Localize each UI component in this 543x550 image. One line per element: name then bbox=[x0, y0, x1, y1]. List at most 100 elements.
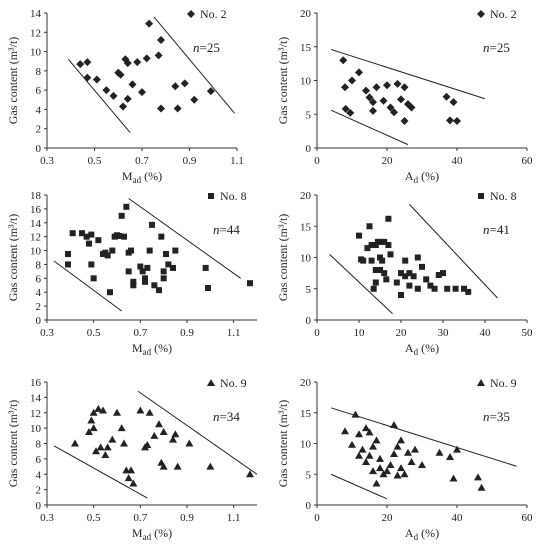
y-tick-label: 20 bbox=[300, 8, 312, 20]
data-point-21 bbox=[123, 203, 130, 210]
y-tick-label: 16 bbox=[30, 204, 42, 216]
data-point-35 bbox=[474, 473, 482, 481]
data-point-9 bbox=[369, 98, 377, 107]
data-point-5 bbox=[366, 223, 373, 230]
data-point-30 bbox=[171, 430, 180, 438]
y-tick-label: 16 bbox=[30, 377, 42, 389]
x-tick-label: 0.3 bbox=[40, 155, 54, 167]
data-point-38 bbox=[440, 270, 446, 277]
data-point-23 bbox=[393, 471, 402, 479]
data-point-31 bbox=[144, 264, 151, 271]
data-point-3 bbox=[351, 410, 360, 418]
x-tick-label: 10 bbox=[354, 327, 366, 339]
y-tick-label: 10 bbox=[300, 439, 312, 451]
data-point-1 bbox=[339, 56, 348, 65]
data-point-15 bbox=[120, 439, 128, 447]
y-axis-title: Gas content (m³/t) bbox=[276, 400, 290, 488]
chart-panel-1: 0 2 4 6 8 10 12 14 0.3 0.5 0.7 0.9 1.1 Mad (%) Gas con… bbox=[6, 7, 244, 185]
boundary-line-2 bbox=[153, 16, 236, 114]
data-point-3 bbox=[360, 257, 367, 264]
data-point-39 bbox=[163, 251, 169, 258]
data-point-17 bbox=[145, 19, 154, 28]
data-point-7 bbox=[88, 231, 95, 238]
x-tick-label: 0.9 bbox=[183, 155, 197, 167]
data-point-15 bbox=[377, 254, 383, 261]
y-tick-label: 0 bbox=[36, 143, 42, 155]
x-tick-label: 0.7 bbox=[133, 327, 147, 339]
boundary-line-1 bbox=[330, 48, 486, 100]
y-tick-label: 12 bbox=[30, 232, 41, 244]
data-point-24 bbox=[397, 464, 405, 472]
data-point-34 bbox=[151, 282, 158, 289]
data-point-25 bbox=[397, 436, 405, 444]
data-point-24 bbox=[449, 98, 458, 107]
data-point-43 bbox=[202, 264, 209, 271]
data-point-7 bbox=[368, 242, 375, 248]
data-point-29 bbox=[142, 275, 148, 282]
x-tick-label: 0 bbox=[314, 155, 320, 167]
data-point-8 bbox=[96, 443, 105, 451]
x-tick-label: 0 bbox=[314, 512, 320, 524]
sample-count-label: n=25 bbox=[193, 40, 220, 55]
y-axis-title: Gas content (m³/t) bbox=[276, 214, 290, 302]
data-point-22 bbox=[143, 441, 152, 449]
data-point-30 bbox=[418, 461, 426, 469]
data-point-36 bbox=[477, 483, 486, 491]
data-point-24 bbox=[190, 95, 199, 104]
data-point-6 bbox=[86, 240, 92, 247]
x-tick-label: 1.1 bbox=[230, 155, 244, 167]
data-point-2 bbox=[83, 58, 92, 67]
x-tick-label: 60 bbox=[522, 512, 534, 524]
data-point-34 bbox=[423, 276, 430, 283]
data-point-16 bbox=[142, 54, 151, 63]
data-point-33 bbox=[449, 474, 458, 482]
y-tick-label: 15 bbox=[300, 42, 312, 54]
data-point-11 bbox=[123, 59, 132, 68]
data-point-21 bbox=[407, 103, 416, 112]
chart-panel-2: 0 5 10 15 20 0 20 40 60 Ad (%) Gas content (m³/t) N… bbox=[276, 7, 533, 185]
data-point-38 bbox=[160, 275, 167, 282]
data-point-25 bbox=[453, 117, 461, 125]
data-point-9 bbox=[99, 406, 107, 414]
y-tick-label: 18 bbox=[30, 190, 42, 202]
data-point-33 bbox=[419, 263, 425, 270]
data-point-12 bbox=[369, 442, 377, 450]
data-point-10 bbox=[101, 451, 110, 459]
data-point-29 bbox=[411, 445, 419, 453]
y-tick-label: 10 bbox=[300, 76, 312, 88]
y-tick-label: 15 bbox=[300, 221, 312, 233]
data-point-25 bbox=[206, 87, 215, 96]
x-tick-label: 1.1 bbox=[227, 512, 241, 524]
data-point-23 bbox=[145, 408, 154, 416]
data-point-13 bbox=[383, 81, 391, 90]
data-point-4 bbox=[355, 430, 363, 438]
data-point-42 bbox=[465, 288, 472, 295]
data-point-22 bbox=[173, 104, 182, 113]
data-point-26 bbox=[130, 278, 137, 285]
legend-label: No. 8 bbox=[220, 189, 247, 203]
chart-panel-5: 0 2 4 6 8 10 12 14 16 0.3 0.5 0.7 0.9 1.1 Mad (%) Gas c… bbox=[6, 376, 258, 542]
x-tick-label: 20 bbox=[396, 327, 408, 339]
y-tick-label: 8 bbox=[36, 439, 42, 451]
data-point-9 bbox=[90, 275, 97, 282]
data-point-8 bbox=[88, 261, 95, 268]
data-point-20 bbox=[121, 233, 127, 240]
data-point-32 bbox=[446, 453, 454, 461]
data-point-32 bbox=[146, 247, 153, 254]
data-point-28 bbox=[407, 457, 416, 465]
x-axis-title: Mad (%) bbox=[132, 341, 172, 357]
sample-count-label: n=25 bbox=[483, 40, 510, 55]
y-tick-label: 14 bbox=[30, 8, 42, 20]
data-point-14 bbox=[107, 289, 113, 296]
y-tick-label: 2 bbox=[36, 301, 42, 313]
data-point-31 bbox=[414, 254, 421, 261]
y-tick-label: 5 bbox=[306, 109, 312, 121]
x-tick-label: 50 bbox=[522, 327, 534, 339]
data-point-35 bbox=[156, 287, 162, 294]
data-point-12 bbox=[108, 435, 117, 443]
data-point-2 bbox=[341, 83, 349, 92]
data-point-5 bbox=[355, 451, 363, 459]
data-point-40 bbox=[452, 285, 459, 292]
boundary-line-1 bbox=[329, 254, 393, 315]
